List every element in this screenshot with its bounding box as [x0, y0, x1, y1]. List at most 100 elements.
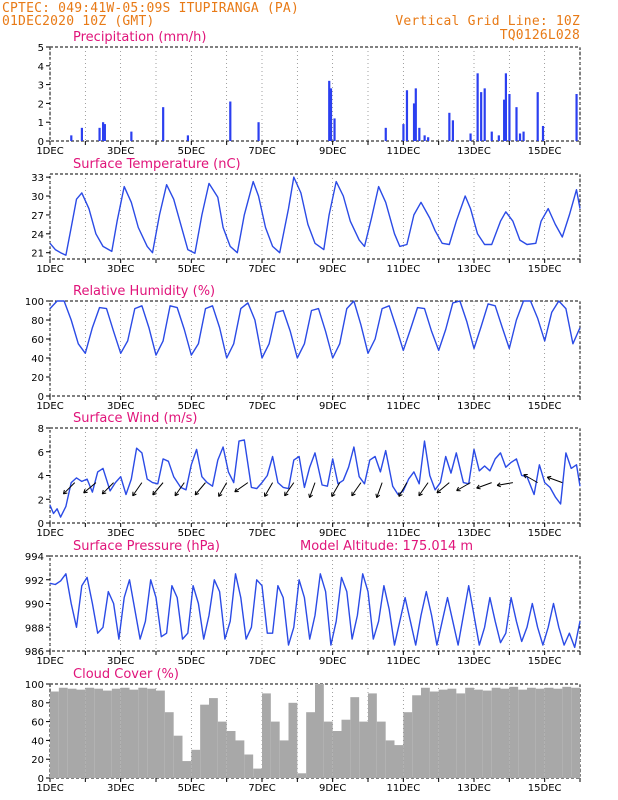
wind-arrow — [234, 482, 249, 493]
wind-arrow-head — [264, 494, 269, 497]
cloud-bar — [50, 691, 59, 778]
precip-bar — [508, 94, 511, 141]
cloud-bar — [297, 773, 307, 778]
precipitation-x-tick-label: 15DEC — [528, 146, 562, 157]
wind-arrow — [436, 482, 450, 494]
wind-arrow-head — [476, 484, 480, 489]
wind-arrow-head — [195, 493, 200, 496]
cloud-bar — [562, 686, 572, 778]
humidity-title: Relative Humidity (%) — [73, 284, 215, 299]
wind-arrow-head — [102, 492, 107, 495]
humidity-x-tick-label: 5DEC — [178, 401, 205, 412]
cloud-bar — [376, 721, 386, 778]
temperature-y-tick-label: 21 — [31, 249, 44, 260]
header-grid-line: Vertical Grid Line: 10Z — [395, 14, 580, 29]
pressure-y-tick-label: 990 — [25, 600, 44, 611]
cloud-bar — [500, 688, 510, 778]
wind-arrow-head — [375, 493, 378, 498]
precipitation-x-tick-label: 13DEC — [457, 146, 491, 157]
cloud-bar — [465, 687, 474, 778]
cloud-bar — [244, 754, 254, 778]
wind-arrow-head — [62, 489, 65, 495]
wind-arrow-head — [309, 494, 313, 499]
humidity-y-tick-label: 20 — [31, 373, 44, 384]
temperature-x-tick-label: 11DEC — [386, 264, 420, 275]
cloud-bar — [58, 687, 68, 778]
wind-arrow — [523, 474, 538, 484]
wind-x-tick-label: 5DEC — [178, 528, 205, 539]
wind-arrow — [497, 482, 513, 486]
wind-arrow-head — [376, 494, 381, 499]
precip-bar — [102, 122, 105, 141]
precip-bar — [497, 135, 500, 141]
wind-arrow-head — [194, 490, 197, 495]
precip-bar — [503, 99, 506, 141]
cloud-bar — [553, 688, 563, 778]
wind-arrow-head — [351, 493, 356, 497]
cloud-bar — [571, 687, 580, 778]
wind-arrow-head — [523, 474, 527, 479]
cloud-bar — [85, 687, 95, 778]
humidity-series-line — [49, 300, 581, 359]
cloud-bar — [191, 749, 201, 778]
cloud-bar — [385, 740, 395, 778]
cloud-y-tick-label: 80 — [31, 699, 44, 710]
precip-bar — [229, 101, 232, 141]
pressure-x-tick-label: 7DEC — [248, 656, 275, 667]
wind-x-tick-label: 1DEC — [36, 528, 63, 539]
pressure-title: Surface Pressure (hPa) — [73, 539, 220, 554]
cloud-bar — [535, 688, 545, 778]
precip-bar — [483, 88, 486, 141]
humidity-y-tick-label: 0 — [38, 392, 44, 403]
pressure-series-line — [49, 573, 581, 649]
precip-bar — [257, 122, 260, 141]
pressure-annotation: Model Altitude: 175.014 m — [300, 539, 473, 554]
wind-arrow-head — [496, 482, 501, 486]
precipitation-y-tick-label: 2 — [38, 99, 44, 110]
wind-arrow — [456, 482, 471, 492]
wind-x-tick-label: 7DEC — [248, 528, 275, 539]
cloud-y-tick-label: 60 — [31, 718, 44, 729]
precip-bar — [476, 73, 479, 141]
temperature-y-tick-label: 24 — [31, 230, 44, 241]
wind-x-tick-label: 9DEC — [319, 528, 346, 539]
precipitation-frame — [49, 46, 581, 142]
wind-x-tick-label: 15DEC — [528, 528, 562, 539]
cloud-bar — [315, 684, 324, 778]
humidity-x-tick-label: 1DEC — [36, 401, 63, 412]
precip-bar — [130, 131, 133, 141]
cloud-bar — [438, 689, 448, 778]
cloud-bar — [518, 689, 527, 778]
cloud-bar — [173, 735, 183, 778]
wind-series-line — [49, 439, 581, 518]
cloud-bar — [412, 695, 421, 778]
wind-arrow — [331, 482, 341, 497]
pressure-x-tick-label: 1DEC — [36, 656, 63, 667]
precip-bar — [515, 107, 518, 141]
cloud-bar — [544, 687, 554, 778]
cloud-x-tick-label: 11DEC — [386, 783, 420, 794]
cloud-bar — [341, 719, 351, 778]
header-datetime: 01DEC2020 10Z (GMT) — [2, 14, 155, 29]
wind-arrow-head — [132, 493, 137, 497]
precipitation-x-tick-label: 7DEC — [248, 146, 275, 157]
cloud-bar — [94, 688, 103, 778]
wind-arrow — [547, 476, 563, 484]
precip-bar — [469, 133, 472, 141]
wind-y-tick-label: 2 — [38, 495, 44, 506]
humidity-y-tick-label: 80 — [31, 316, 44, 327]
precip-bar — [480, 92, 483, 141]
wind-arrow — [194, 482, 206, 496]
precip-bar — [427, 137, 430, 141]
cloud-bar — [76, 689, 86, 778]
cloud-bar — [332, 731, 342, 778]
wind-x-tick-label: 11DEC — [386, 528, 420, 539]
pressure-x-tick-label: 15DEC — [528, 656, 562, 667]
precip-bar — [518, 133, 522, 141]
cloud-x-tick-label: 13DEC — [457, 783, 491, 794]
wind-arrow-head — [546, 476, 551, 481]
wind-arrow-head — [152, 490, 154, 495]
cloud-bar — [217, 721, 227, 778]
cloud-bar — [111, 688, 121, 778]
cloud-bar — [509, 686, 519, 778]
